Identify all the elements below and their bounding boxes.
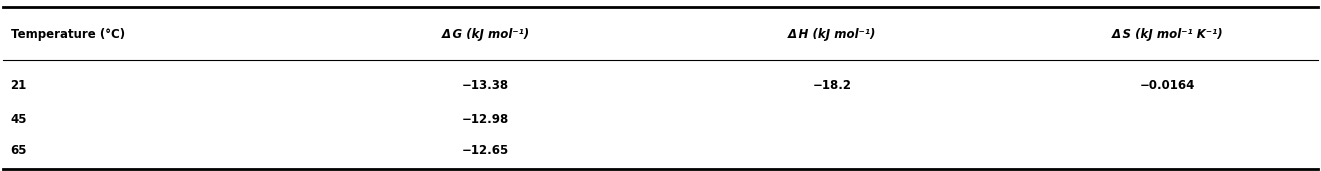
Text: 21: 21 [11,79,26,92]
Text: −18.2: −18.2 [812,79,852,92]
Text: Δ S (kJ mol⁻¹ K⁻¹): Δ S (kJ mol⁻¹ K⁻¹) [1112,28,1223,41]
Text: Δ H (kJ mol⁻¹): Δ H (kJ mol⁻¹) [789,28,876,41]
Text: −13.38: −13.38 [462,79,509,92]
Text: −0.0164: −0.0164 [1140,79,1196,92]
Text: 45: 45 [11,113,26,126]
Text: −12.65: −12.65 [462,144,509,157]
Text: Temperature (°C): Temperature (°C) [11,28,124,41]
Text: Δ G (kJ mol⁻¹): Δ G (kJ mol⁻¹) [441,28,530,41]
Text: 65: 65 [11,144,26,157]
Text: −12.98: −12.98 [462,113,509,126]
